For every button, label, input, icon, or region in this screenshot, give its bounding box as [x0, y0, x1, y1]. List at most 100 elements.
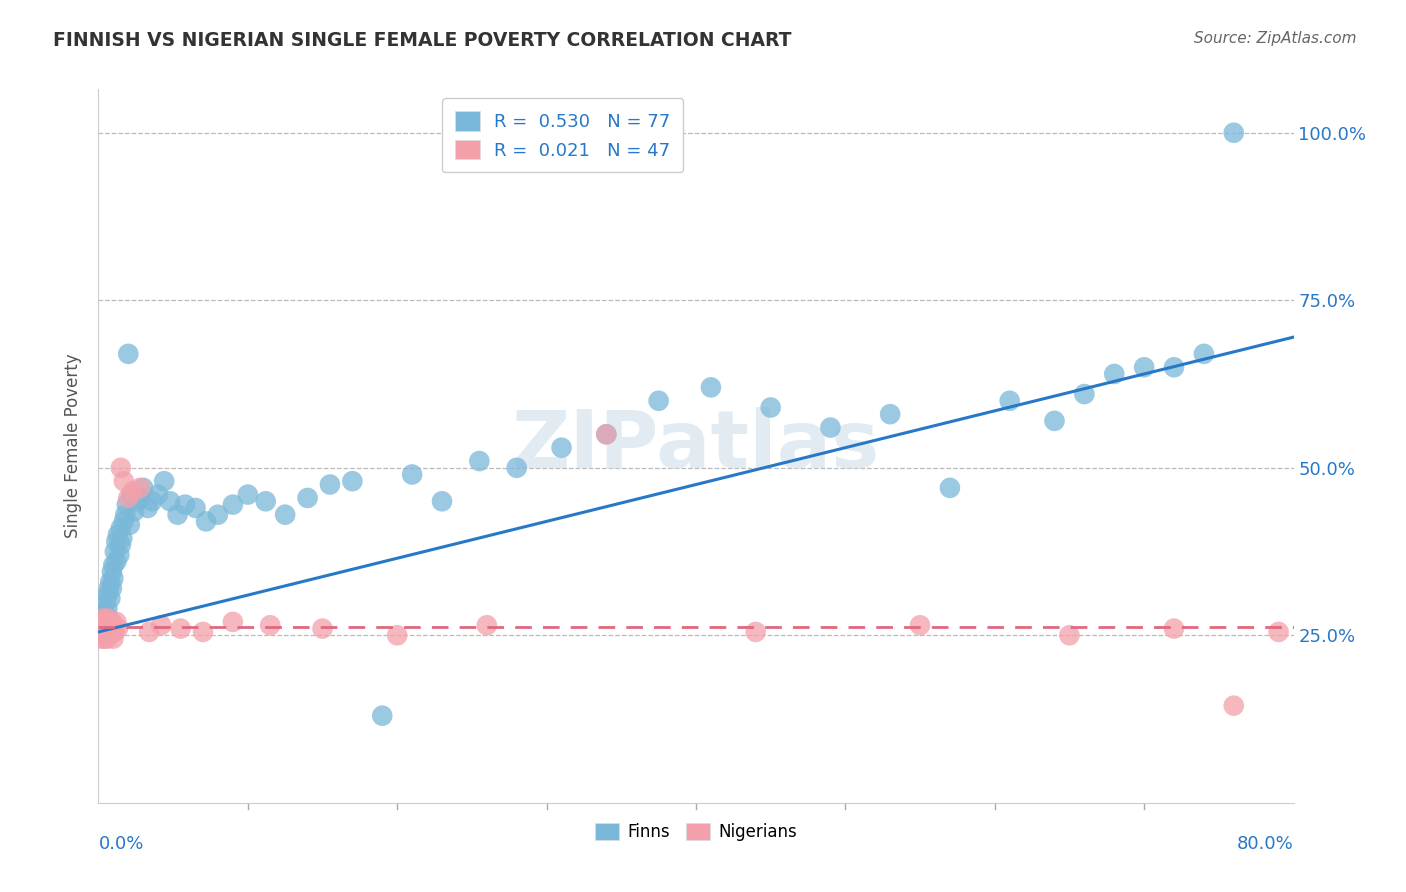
Point — [96, 588, 118, 602]
Point — [101, 624, 124, 639]
Point — [97, 611, 120, 625]
Point — [93, 618, 115, 632]
Point — [98, 591, 122, 606]
Point — [121, 484, 143, 499]
Point — [112, 515, 135, 529]
Point — [97, 582, 120, 596]
Point — [90, 632, 112, 646]
Y-axis label: Single Female Poverty: Single Female Poverty — [65, 354, 83, 538]
Point — [117, 347, 139, 361]
Point — [110, 460, 132, 475]
Point — [430, 494, 453, 508]
Point — [104, 624, 127, 639]
Point — [98, 624, 122, 639]
Point — [101, 615, 124, 629]
Point — [117, 491, 139, 505]
Point — [124, 504, 146, 518]
Point — [104, 544, 127, 558]
Point — [166, 508, 188, 522]
Point — [112, 474, 135, 488]
Point — [90, 624, 112, 639]
Point — [114, 508, 136, 522]
Text: 80.0%: 80.0% — [1237, 835, 1294, 853]
Point — [96, 611, 118, 625]
Point — [91, 622, 114, 636]
Point — [700, 380, 723, 394]
Point — [550, 441, 572, 455]
Point — [91, 628, 114, 642]
Point — [120, 487, 142, 501]
Point — [90, 615, 112, 629]
Point — [107, 528, 129, 542]
Point — [207, 508, 229, 522]
Point — [195, 515, 218, 529]
Point — [174, 498, 197, 512]
Point — [222, 498, 245, 512]
Point — [820, 420, 842, 434]
Point — [908, 618, 931, 632]
Point — [1073, 387, 1095, 401]
Point — [91, 611, 114, 625]
Point — [96, 632, 118, 646]
Point — [1267, 624, 1289, 639]
Point — [371, 708, 394, 723]
Point — [311, 622, 333, 636]
Point — [759, 401, 782, 415]
Point — [595, 427, 617, 442]
Point — [259, 618, 281, 632]
Point — [998, 393, 1021, 408]
Point — [110, 538, 132, 552]
Point — [91, 608, 114, 623]
Text: Source: ZipAtlas.com: Source: ZipAtlas.com — [1194, 31, 1357, 46]
Point — [94, 611, 117, 625]
Point — [1163, 622, 1185, 636]
Point — [153, 474, 176, 488]
Point — [745, 624, 768, 639]
Point — [103, 558, 125, 572]
Point — [148, 487, 170, 501]
Point — [93, 622, 115, 636]
Point — [103, 571, 125, 585]
Point — [236, 487, 259, 501]
Point — [1192, 347, 1215, 361]
Point — [105, 555, 128, 569]
Point — [879, 407, 901, 421]
Point — [91, 611, 114, 625]
Point — [319, 477, 342, 491]
Point — [93, 632, 115, 646]
Text: FINNISH VS NIGERIAN SINGLE FEMALE POVERTY CORRELATION CHART: FINNISH VS NIGERIAN SINGLE FEMALE POVERT… — [53, 31, 792, 50]
Point — [96, 618, 118, 632]
Point — [254, 494, 277, 508]
Point — [107, 622, 129, 636]
Point — [97, 628, 120, 642]
Point — [191, 624, 214, 639]
Point — [115, 498, 138, 512]
Point — [1104, 367, 1126, 381]
Point — [129, 491, 152, 505]
Point — [110, 521, 132, 535]
Point — [506, 460, 529, 475]
Point — [101, 565, 124, 579]
Point — [132, 481, 155, 495]
Point — [136, 500, 159, 515]
Point — [468, 454, 491, 468]
Point — [1223, 698, 1246, 713]
Point — [89, 618, 111, 632]
Point — [111, 531, 134, 545]
Point — [90, 615, 112, 629]
Point — [97, 622, 120, 636]
Point — [159, 494, 181, 508]
Point — [1043, 414, 1066, 428]
Point — [93, 605, 115, 619]
Point — [105, 615, 128, 629]
Point — [103, 632, 125, 646]
Point — [94, 628, 117, 642]
Point — [150, 618, 173, 632]
Point — [118, 517, 141, 532]
Text: ZIPatlas: ZIPatlas — [512, 407, 880, 485]
Legend: Finns, Nigerians: Finns, Nigerians — [589, 816, 803, 848]
Point — [103, 618, 125, 632]
Point — [297, 491, 319, 505]
Point — [939, 481, 962, 495]
Point — [222, 615, 245, 629]
